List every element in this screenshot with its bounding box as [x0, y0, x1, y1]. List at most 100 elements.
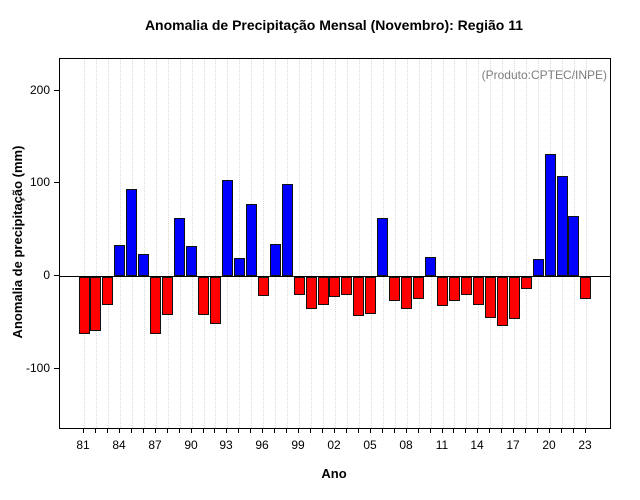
gridline — [443, 59, 444, 428]
x-tick — [549, 428, 550, 433]
x-tick — [179, 428, 180, 433]
y-tick — [54, 368, 59, 369]
gridline — [395, 59, 396, 428]
x-tick — [238, 428, 239, 433]
x-tick-label: 90 — [184, 438, 198, 452]
x-tick — [143, 428, 144, 433]
bar-2013 — [461, 277, 472, 295]
x-tick — [489, 428, 490, 433]
x-tick — [477, 428, 478, 433]
gridline — [407, 59, 408, 428]
gridline — [263, 59, 264, 428]
bar-2022 — [568, 216, 579, 276]
x-tick-label: 05 — [363, 438, 377, 452]
x-tick — [525, 428, 526, 433]
x-tick — [107, 428, 108, 433]
gridline — [538, 59, 539, 428]
x-tick — [131, 428, 132, 433]
bar-1985 — [126, 189, 137, 276]
x-tick-label: 84 — [112, 438, 126, 452]
bar-2005 — [365, 277, 376, 314]
gridline — [156, 59, 157, 428]
bar-2023 — [580, 277, 591, 299]
gridline — [466, 59, 467, 428]
x-tick — [406, 428, 407, 433]
product-label: (Produto:CPTEC/INPE) — [481, 68, 607, 82]
x-tick-label: 23 — [578, 438, 592, 452]
x-tick — [334, 428, 335, 433]
gridline — [239, 59, 240, 428]
y-tick — [54, 182, 59, 183]
gridline — [431, 59, 432, 428]
x-tick-label: 96 — [255, 438, 269, 452]
bar-2018 — [521, 277, 532, 289]
x-axis-title: Ano — [321, 466, 347, 481]
gridline — [168, 59, 169, 428]
x-tick — [442, 428, 443, 433]
bar-2000 — [306, 277, 317, 309]
bar-1995 — [246, 204, 257, 276]
bar-2006 — [377, 218, 388, 276]
x-tick-label: 99 — [291, 438, 305, 452]
bar-1993 — [222, 180, 233, 276]
x-tick — [262, 428, 263, 433]
y-tick-label: -100 — [25, 361, 50, 375]
bar-2004 — [353, 277, 364, 316]
gridline — [371, 59, 372, 428]
gridline — [502, 59, 503, 428]
x-tick — [501, 428, 502, 433]
bar-2010 — [425, 257, 436, 276]
chart-title: Anomalia de Precipitação Mensal (Novembr… — [144, 17, 524, 33]
x-tick-label: 08 — [399, 438, 413, 452]
x-tick-label: 81 — [76, 438, 90, 452]
x-tick — [453, 428, 454, 433]
x-tick — [119, 428, 120, 433]
x-tick-label: 14 — [470, 438, 484, 452]
x-tick — [310, 428, 311, 433]
gridline — [215, 59, 216, 428]
x-tick — [346, 428, 347, 433]
bar-2001 — [318, 277, 329, 305]
gridline — [311, 59, 312, 428]
x-tick — [382, 428, 383, 433]
gridline — [120, 59, 121, 428]
x-tick — [167, 428, 168, 433]
x-tick — [191, 428, 192, 433]
x-tick — [561, 428, 562, 433]
x-tick — [322, 428, 323, 433]
y-axis-title-text: Anomalia de precipitação (mm) — [10, 145, 25, 339]
zero-baseline — [60, 276, 610, 277]
x-tick — [370, 428, 371, 433]
bar-2011 — [437, 277, 448, 306]
bar-1991 — [198, 277, 209, 315]
x-tick — [537, 428, 538, 433]
bar-1986 — [138, 254, 149, 276]
y-tick — [54, 90, 59, 91]
gridline — [359, 59, 360, 428]
x-tick — [430, 428, 431, 433]
bar-2009 — [413, 277, 424, 299]
x-tick — [250, 428, 251, 433]
bar-2020 — [545, 154, 556, 276]
bar-1987 — [150, 277, 161, 334]
gridline — [144, 59, 145, 428]
x-tick — [226, 428, 227, 433]
y-tick-label: 200 — [29, 83, 50, 97]
x-tick — [513, 428, 514, 433]
bar-1999 — [294, 277, 305, 295]
bar-2016 — [497, 277, 508, 326]
x-tick-label: 20 — [542, 438, 556, 452]
gridline — [490, 59, 491, 428]
gridline — [586, 59, 587, 428]
bar-2015 — [485, 277, 496, 318]
x-tick-label: 93 — [219, 438, 233, 452]
gridline — [204, 59, 205, 428]
plot-area: (Produto:CPTEC/INPE) — [59, 58, 611, 429]
bar-2003 — [341, 277, 352, 295]
gridline — [323, 59, 324, 428]
gridline — [96, 59, 97, 428]
x-tick-label: 17 — [506, 438, 520, 452]
bar-1992 — [210, 277, 221, 324]
bar-1981 — [79, 277, 90, 334]
